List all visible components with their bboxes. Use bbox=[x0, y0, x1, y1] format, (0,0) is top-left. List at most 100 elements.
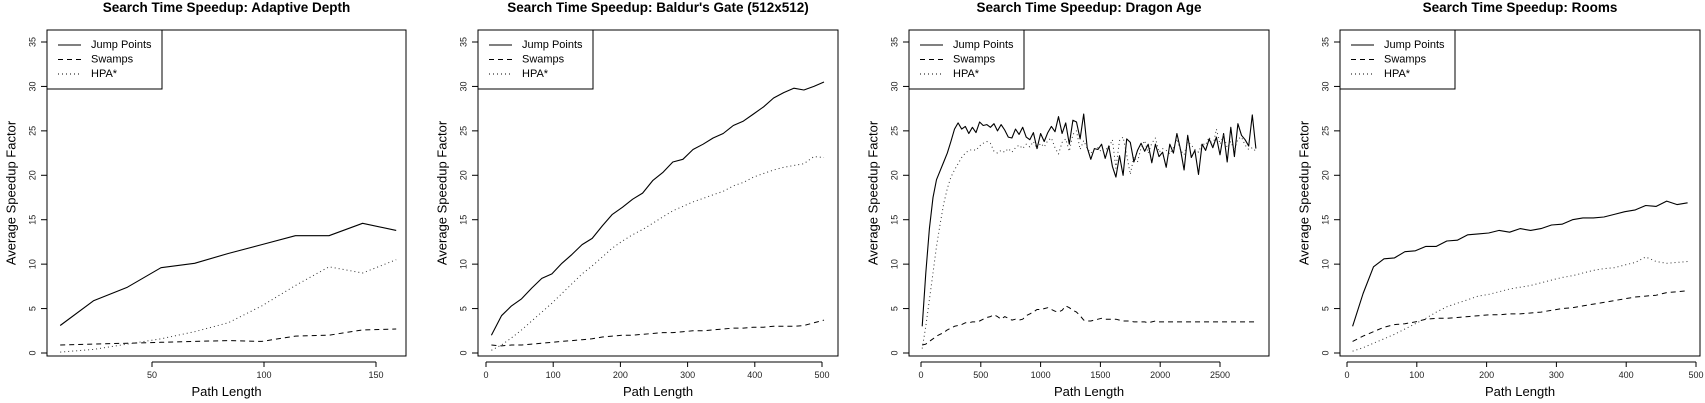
series-line-jump-points bbox=[490, 81, 825, 336]
y-tick-label: 20 bbox=[889, 170, 899, 180]
y-axis-label: Average Speedup Factor bbox=[434, 120, 449, 265]
x-tick-label: 100 bbox=[256, 370, 271, 380]
x-axis-label: Path Length bbox=[623, 384, 693, 399]
series-line-swamps bbox=[1352, 290, 1688, 342]
x-axis: 0 100 200 300 400 500 bbox=[1344, 361, 1704, 380]
series-line-swamps bbox=[922, 305, 1256, 346]
x-tick-label: 50 bbox=[147, 370, 157, 380]
y-tick-label: 15 bbox=[458, 215, 468, 225]
x-tick-label: 2000 bbox=[1150, 370, 1170, 380]
chart-panel-3: Search Time Speedup: Dragon Age 0 5 10 15 20 2… bbox=[865, 0, 1270, 399]
y-tick-label: 15 bbox=[27, 215, 37, 225]
legend-label: Jump Points bbox=[1384, 39, 1445, 51]
chart-title: Search Time Speedup: Rooms bbox=[1423, 0, 1618, 15]
y-axis: 0 5 10 15 20 25 30 35 bbox=[27, 37, 47, 356]
y-tick-label: 35 bbox=[889, 37, 899, 47]
y-tick-label: 10 bbox=[889, 259, 899, 269]
y-tick-label: 15 bbox=[1320, 215, 1330, 225]
y-axis: 0 5 10 15 20 25 30 35 bbox=[1320, 37, 1340, 356]
legend: Jump Points Swamps HPA* bbox=[477, 29, 594, 90]
x-tick-label: 100 bbox=[1409, 370, 1424, 380]
legend-label: Swamps bbox=[522, 53, 565, 65]
plot-frame bbox=[46, 29, 407, 357]
y-axis-label: Average Speedup Factor bbox=[3, 120, 18, 265]
legend-label: Jump Points bbox=[522, 39, 583, 51]
x-tick-label: 500 bbox=[814, 370, 829, 380]
y-tick-label: 20 bbox=[458, 170, 468, 180]
x-axis: 0 500 1000 1500 2000 2500 bbox=[918, 361, 1230, 380]
x-tick-label: 0 bbox=[483, 370, 488, 380]
y-tick-label: 10 bbox=[458, 259, 468, 269]
x-tick-label: 500 bbox=[1688, 370, 1703, 380]
y-tick-label: 15 bbox=[889, 215, 899, 225]
y-tick-label: 25 bbox=[458, 126, 468, 136]
x-tick-label: 500 bbox=[973, 370, 988, 380]
y-tick-label: 25 bbox=[1320, 126, 1330, 136]
series-line-jump-points bbox=[1352, 200, 1688, 327]
legend-label: Swamps bbox=[91, 53, 134, 65]
y-tick-label: 35 bbox=[1320, 37, 1330, 47]
y-tick-label: 5 bbox=[458, 306, 468, 311]
series-line-jump-points bbox=[59, 222, 397, 326]
series-line-hpa bbox=[1352, 256, 1688, 352]
x-tick-label: 0 bbox=[918, 370, 923, 380]
y-tick-label: 10 bbox=[27, 259, 37, 269]
chart-title: Search Time Speedup: Baldur's Gate (512x… bbox=[507, 0, 809, 15]
y-axis: 0 5 10 15 20 25 30 35 bbox=[889, 37, 909, 356]
x-tick-label: 1500 bbox=[1090, 370, 1110, 380]
y-tick-label: 30 bbox=[1320, 81, 1330, 91]
y-tick-label: 25 bbox=[889, 126, 899, 136]
legend: Jump Points Swamps HPA* bbox=[908, 29, 1025, 90]
series-group bbox=[921, 113, 1257, 349]
series-line-jump-points bbox=[921, 113, 1257, 327]
series-group bbox=[490, 81, 825, 351]
x-tick-label: 300 bbox=[680, 370, 695, 380]
series-line-hpa bbox=[60, 259, 397, 353]
series-line-hpa bbox=[491, 156, 825, 351]
x-axis-label: Path Length bbox=[191, 384, 261, 399]
chart-panel-4: Search Time Speedup: Rooms 0 5 10 15 20 25 30 35… bbox=[1296, 0, 1703, 399]
series-line-swamps bbox=[60, 328, 397, 346]
legend-label: Swamps bbox=[953, 53, 996, 65]
y-tick-label: 35 bbox=[458, 37, 468, 47]
x-axis-label: Path Length bbox=[1485, 384, 1555, 399]
legend-label: Jump Points bbox=[953, 39, 1014, 51]
y-tick-label: 30 bbox=[458, 81, 468, 91]
series-group bbox=[1352, 200, 1688, 352]
legend-label: Jump Points bbox=[91, 39, 152, 51]
chart-title: Search Time Speedup: Dragon Age bbox=[976, 0, 1202, 15]
y-tick-label: 0 bbox=[27, 350, 37, 355]
y-tick-label: 10 bbox=[1320, 259, 1330, 269]
x-tick-label: 100 bbox=[546, 370, 561, 380]
y-tick-label: 5 bbox=[27, 306, 37, 311]
plot-frame bbox=[1339, 29, 1701, 357]
chart-panel-1: Search Time Speedup: Adaptive Depth 0 5 10 1… bbox=[3, 0, 407, 399]
x-tick-label: 300 bbox=[1549, 370, 1564, 380]
y-tick-label: 0 bbox=[889, 350, 899, 355]
x-tick-label: 400 bbox=[747, 370, 762, 380]
y-tick-label: 20 bbox=[27, 170, 37, 180]
x-axis-label: Path Length bbox=[1054, 384, 1124, 399]
plot-frame bbox=[908, 29, 1270, 357]
x-tick-label: 1000 bbox=[1031, 370, 1051, 380]
x-tick-label: 200 bbox=[1479, 370, 1494, 380]
y-tick-label: 25 bbox=[27, 126, 37, 136]
series-group bbox=[59, 222, 397, 353]
y-tick-label: 0 bbox=[1320, 350, 1330, 355]
x-tick-label: 200 bbox=[613, 370, 628, 380]
legend-label: HPA* bbox=[1384, 68, 1411, 80]
y-tick-label: 5 bbox=[1320, 306, 1330, 311]
y-tick-label: 35 bbox=[27, 37, 37, 47]
chart-title: Search Time Speedup: Adaptive Depth bbox=[103, 0, 351, 15]
legend-label: Swamps bbox=[1384, 53, 1427, 65]
y-tick-label: 20 bbox=[1320, 170, 1330, 180]
legend-label: HPA* bbox=[953, 68, 980, 80]
y-tick-label: 30 bbox=[27, 81, 37, 91]
x-tick-label: 150 bbox=[368, 370, 383, 380]
x-axis: 50 100 150 bbox=[147, 361, 384, 380]
series-line-swamps bbox=[491, 319, 825, 347]
legend-label: HPA* bbox=[522, 68, 549, 80]
y-axis: 0 5 10 15 20 25 30 35 bbox=[458, 37, 478, 356]
y-tick-label: 0 bbox=[458, 350, 468, 355]
